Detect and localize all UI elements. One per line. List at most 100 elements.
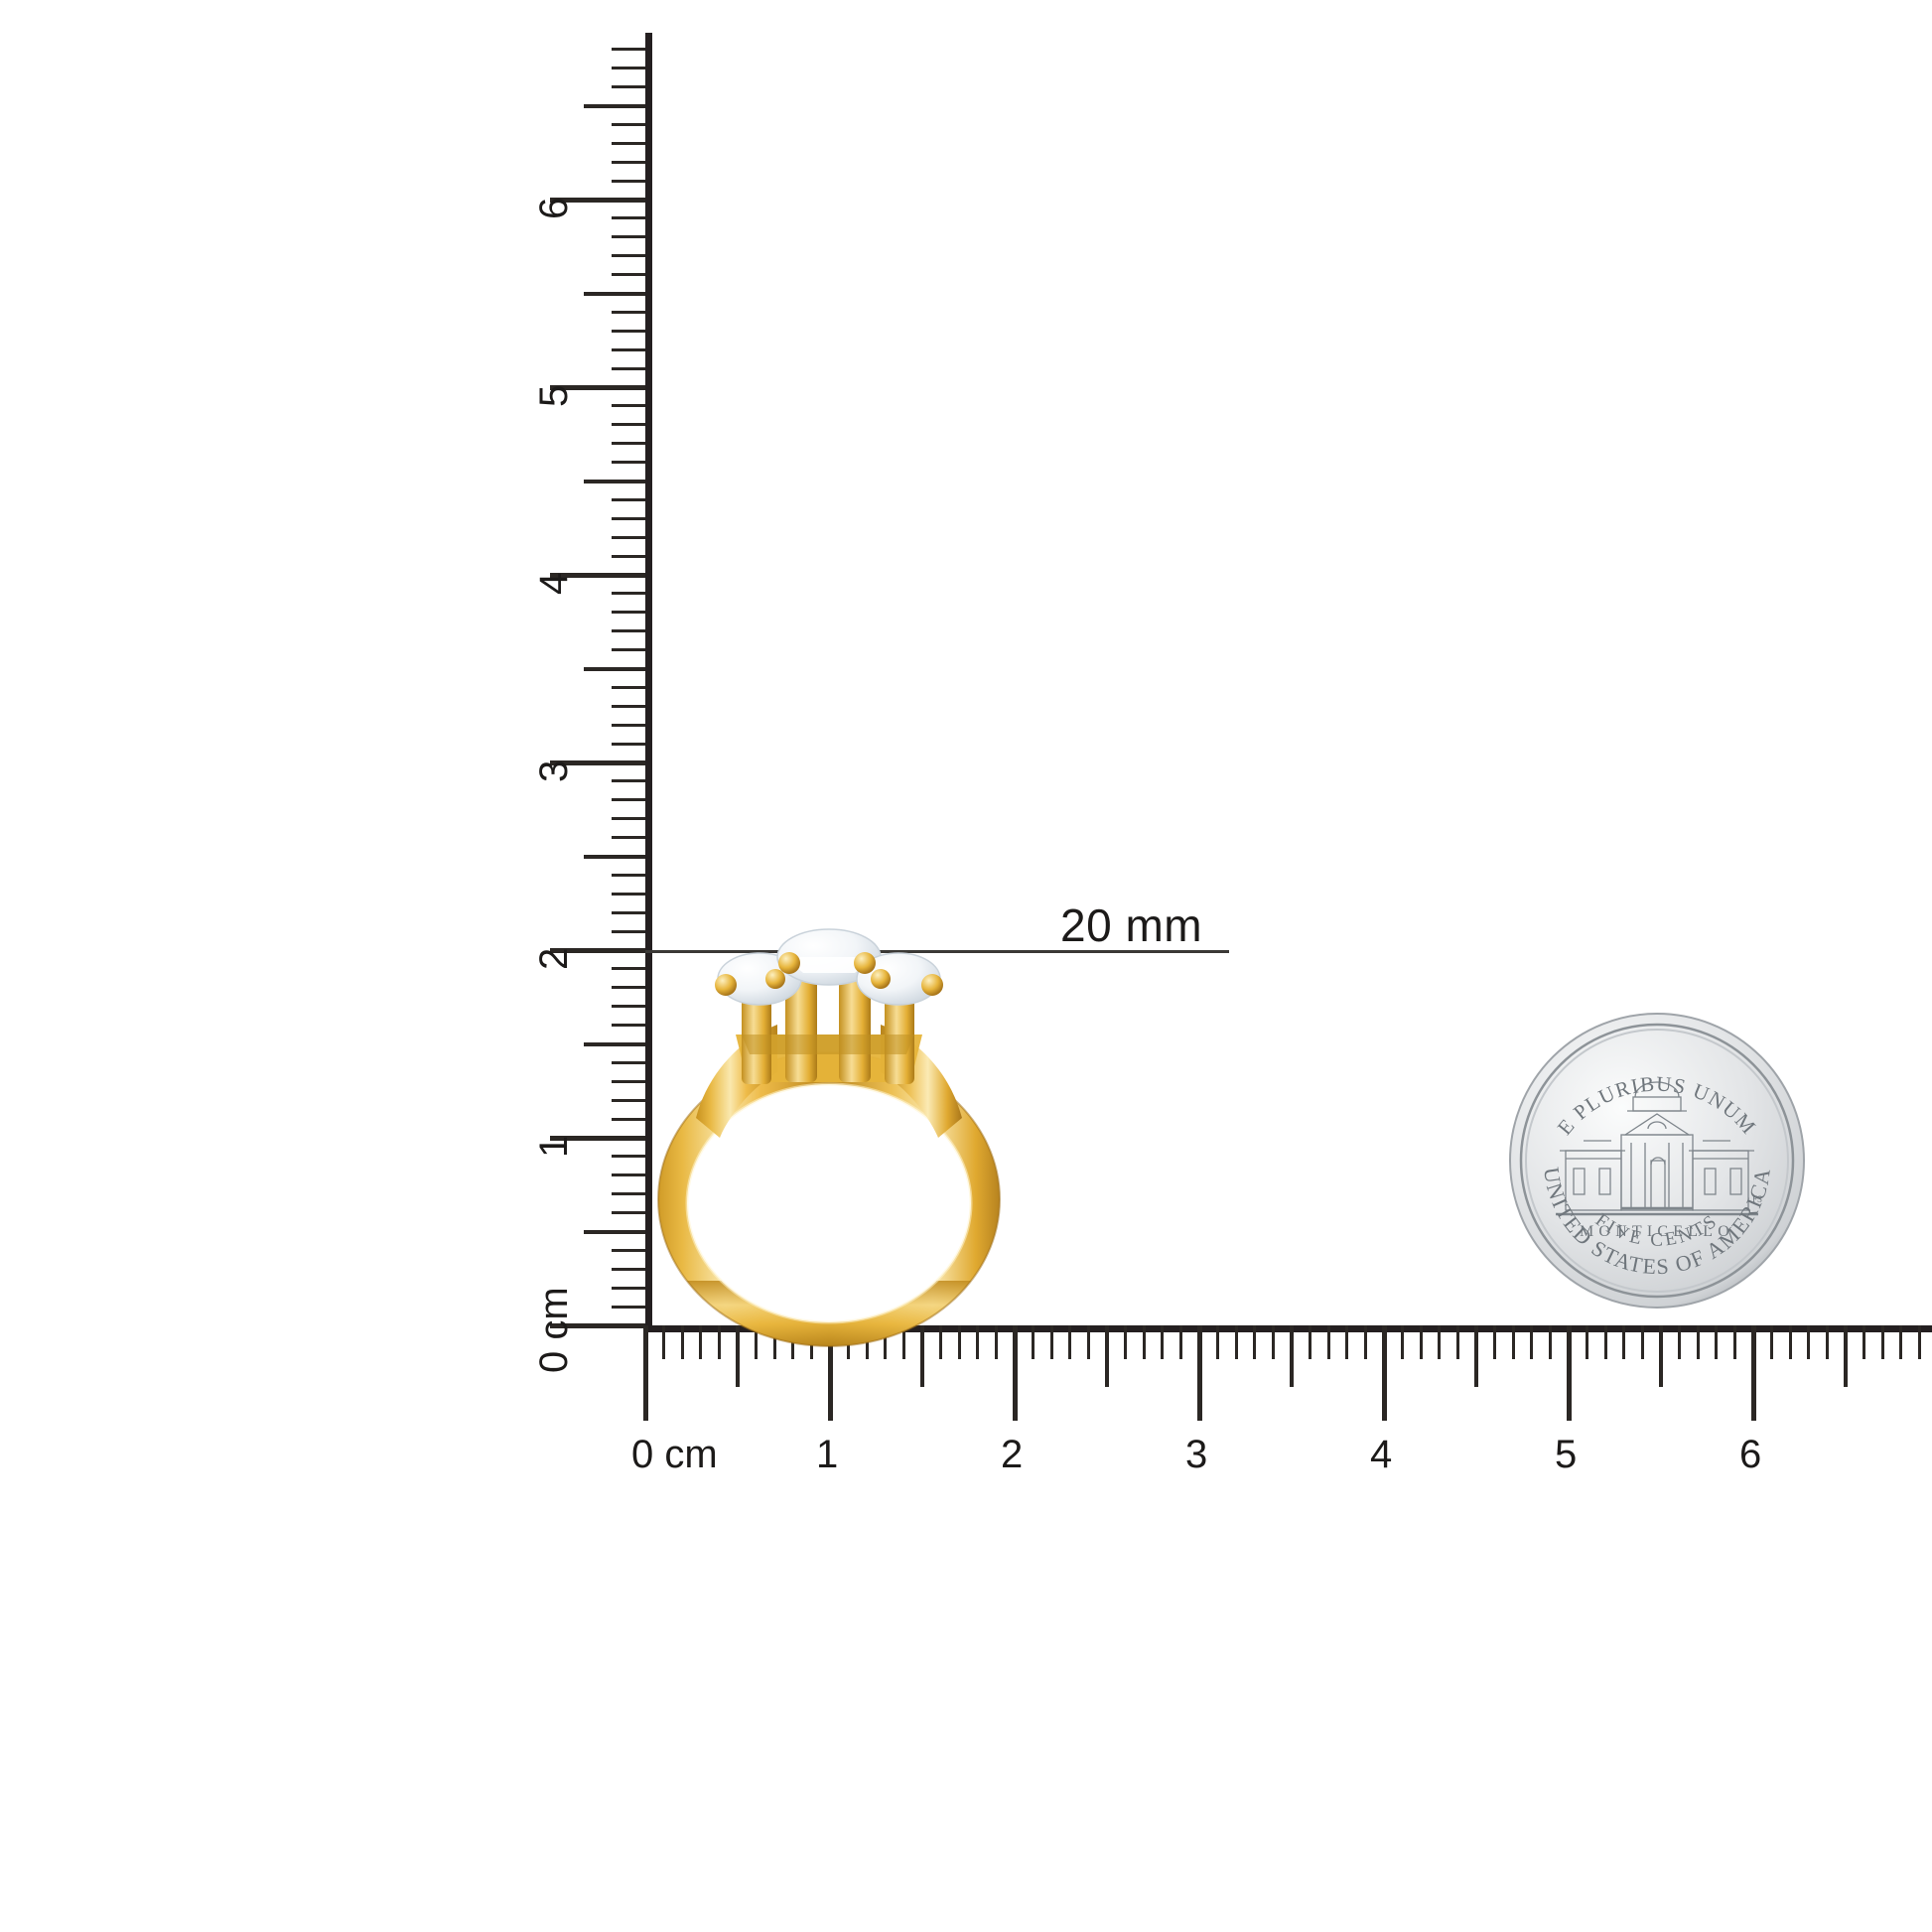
vertical-ruler-label: 5 <box>532 384 576 407</box>
horizontal-ruler-tick <box>736 1325 740 1387</box>
monticello-engraving <box>1556 1081 1758 1216</box>
horizontal-ruler-tick <box>1493 1325 1497 1359</box>
vertical-ruler-tick <box>612 1211 645 1215</box>
vertical-ruler-tick <box>612 554 645 558</box>
vertical-ruler-tick <box>612 1173 645 1177</box>
vertical-ruler-label: 4 <box>532 572 576 595</box>
vertical-ruler-tick <box>612 1305 645 1309</box>
coin-designer-initials: FS <box>1752 1194 1762 1204</box>
horizontal-ruler-tick <box>1863 1325 1866 1359</box>
vertical-ruler-tick <box>612 704 645 708</box>
horizontal-ruler-tick <box>1309 1325 1312 1359</box>
vertical-ruler-tick <box>584 854 645 859</box>
horizontal-ruler-tick <box>1086 1325 1090 1359</box>
horizontal-ruler-tick <box>1474 1325 1478 1387</box>
horizontal-ruler-tick <box>1770 1325 1774 1359</box>
vertical-ruler-tick <box>612 1192 645 1196</box>
horizontal-ruler-tick <box>1696 1325 1700 1359</box>
vertical-ruler-tick <box>550 1135 645 1141</box>
horizontal-ruler-label: 1 <box>816 1433 839 1476</box>
vertical-ruler-tick <box>550 759 645 765</box>
vertical-ruler-tick <box>612 179 645 183</box>
horizontal-ruler-tick <box>1290 1325 1294 1387</box>
us-nickel-image: E PLURIBUS UNUM MONTICELLO FIVE CENTS UN… <box>1508 1012 1806 1310</box>
horizontal-ruler-tick <box>1825 1325 1829 1359</box>
horizontal-ruler-tick <box>1068 1325 1072 1359</box>
vertical-ruler-tick <box>612 1248 645 1252</box>
vertical-ruler-tick <box>584 291 645 296</box>
horizontal-ruler-tick <box>1345 1325 1349 1359</box>
vertical-ruler-tick <box>612 1286 645 1290</box>
vertical-ruler-tick <box>612 892 645 896</box>
vertical-ruler-tick <box>612 1079 645 1083</box>
horizontal-ruler-tick <box>1880 1325 1884 1359</box>
horizontal-ruler-tick <box>1807 1325 1811 1359</box>
vertical-ruler-tick <box>612 216 645 220</box>
vertical-ruler-label: 6 <box>532 197 576 219</box>
horizontal-ruler-tick <box>1622 1325 1626 1359</box>
vertical-ruler-tick <box>612 254 645 258</box>
horizontal-ruler-tick <box>1401 1325 1405 1359</box>
vertical-ruler-tick <box>612 310 645 314</box>
horizontal-ruler-tick <box>1012 1325 1018 1421</box>
vertical-ruler-tick <box>584 666 645 671</box>
horizontal-ruler-tick <box>1438 1325 1442 1359</box>
horizontal-ruler-tick <box>1732 1325 1736 1359</box>
vertical-ruler-tick <box>612 910 645 914</box>
ring-svg <box>650 923 1008 1350</box>
vertical-ruler-tick <box>612 235 645 239</box>
vertical-ruler-tick <box>612 817 645 821</box>
vertical-ruler-tick <box>612 685 645 689</box>
vertical-ruler-tick <box>612 929 645 933</box>
horizontal-ruler-tick <box>1419 1325 1423 1359</box>
horizontal-ruler-tick <box>1530 1325 1534 1359</box>
horizontal-ruler-tick <box>1216 1325 1220 1359</box>
vertical-ruler-tick <box>612 629 645 633</box>
vertical-ruler-tick <box>612 1117 645 1121</box>
vertical-ruler-tick <box>612 1155 645 1159</box>
horizontal-ruler-tick <box>1917 1325 1921 1359</box>
vertical-ruler-tick <box>612 1098 645 1102</box>
horizontal-ruler-tick <box>1032 1325 1035 1359</box>
vertical-ruler-tick <box>612 85 645 89</box>
vertical-ruler-tick <box>612 67 645 70</box>
vertical-ruler-tick <box>612 48 645 52</box>
ring-band <box>650 923 1008 1350</box>
horizontal-ruler-tick <box>1788 1325 1792 1359</box>
coin-building-label: MONTICELLO <box>1580 1223 1734 1240</box>
vertical-ruler-tick <box>612 141 645 145</box>
horizontal-ruler-tick <box>1455 1325 1459 1359</box>
horizontal-ruler-tick <box>1049 1325 1053 1359</box>
horizontal-ruler-tick <box>1659 1325 1663 1387</box>
vertical-ruler-tick <box>612 1024 645 1028</box>
horizontal-ruler-tick <box>642 1325 648 1421</box>
horizontal-ruler-tick <box>1178 1325 1182 1359</box>
vertical-ruler-tick <box>550 384 645 390</box>
vertical-ruler-tick <box>550 572 645 578</box>
horizontal-ruler-tick <box>1142 1325 1146 1359</box>
horizontal-ruler-tick <box>1678 1325 1682 1359</box>
horizontal-ruler-label: 4 <box>1370 1433 1393 1476</box>
vertical-ruler-tick <box>612 423 645 427</box>
vertical-ruler-tick <box>584 103 645 108</box>
horizontal-ruler-label: 0 cm <box>631 1433 718 1476</box>
horizontal-ruler-tick <box>1844 1325 1848 1387</box>
vertical-ruler-tick <box>550 1322 645 1328</box>
vertical-ruler-tick <box>612 404 645 408</box>
vertical-ruler-tick <box>584 1041 645 1046</box>
coin-rim <box>1519 1023 1795 1299</box>
vertical-ruler-label: 1 <box>532 1135 576 1158</box>
measurement-label: 20 mm <box>1060 899 1203 951</box>
horizontal-ruler-tick <box>1124 1325 1128 1359</box>
horizontal-ruler-tick <box>1715 1325 1719 1359</box>
coin-svg: E PLURIBUS UNUM MONTICELLO FIVE CENTS UN… <box>1509 1013 1805 1309</box>
horizontal-ruler-tick <box>920 1325 924 1387</box>
vertical-ruler-tick <box>612 516 645 520</box>
vertical-ruler-tick <box>612 611 645 615</box>
vertical-ruler-tick <box>612 1060 645 1064</box>
vertical-ruler-tick <box>584 479 645 483</box>
horizontal-ruler-tick <box>1105 1325 1109 1387</box>
vertical-ruler-tick <box>612 648 645 652</box>
vertical-ruler-tick <box>612 798 645 802</box>
